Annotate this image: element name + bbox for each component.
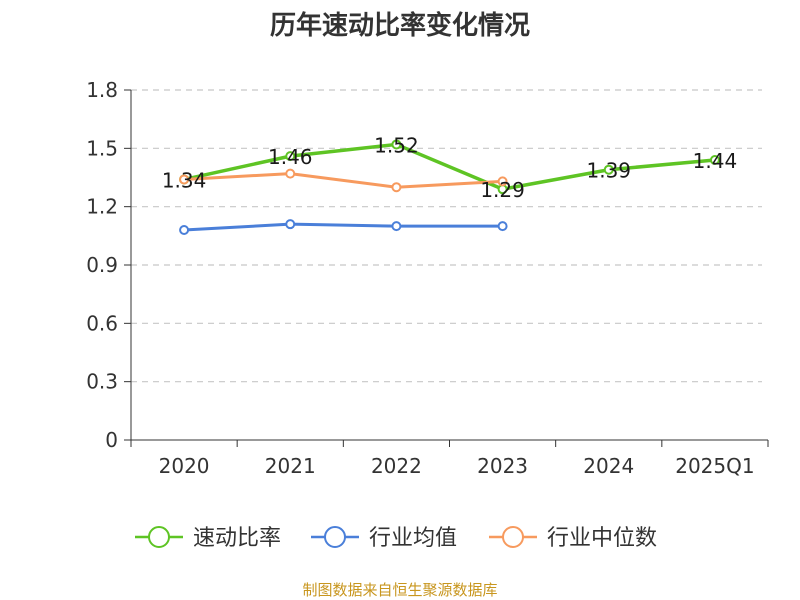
x-tick-label: 2021 <box>265 454 316 478</box>
y-tick-label: 0.3 <box>86 370 118 394</box>
legend-item[interactable]: 速动比率 <box>135 526 281 551</box>
legend[interactable]: 速动比率 行业均值 行业中位数 <box>135 526 657 551</box>
series-line <box>184 222 503 232</box>
y-tick-label: 0 <box>105 428 118 452</box>
data-label: 1.34 <box>162 168 207 192</box>
x-tick-label: 2020 <box>159 454 210 478</box>
x-tick-label: 2025Q1 <box>675 454 754 478</box>
grid-lines <box>131 89 762 383</box>
source-note: 制图数据来自恒生聚源数据库 <box>302 581 497 599</box>
legend-marker <box>148 526 170 548</box>
x-tick-label: 2022 <box>371 454 422 478</box>
legend-item[interactable]: 行业均值 <box>311 526 457 551</box>
legend-label: 速动比率 <box>193 526 281 551</box>
y-tick-label: 0.6 <box>86 311 118 335</box>
series-line <box>184 172 503 189</box>
chart-title: 历年速动比率变化情况 <box>270 10 530 41</box>
data-labels: 1.34 1.46 1.52 1.29 1.39 1.44 <box>162 133 737 202</box>
data-point <box>391 139 402 150</box>
data-label: 1.52 <box>374 133 419 157</box>
series-group <box>179 139 720 235</box>
data-point <box>391 221 402 232</box>
y-tick-label: 0.9 <box>86 253 118 277</box>
legend-item[interactable]: 行业中位数 <box>489 526 657 551</box>
data-point <box>285 219 296 230</box>
data-label: 1.46 <box>268 145 313 169</box>
data-point <box>285 168 296 179</box>
axes: 0 0.3 0.6 0.9 1.2 1.5 1.8 2020 2021 2022 2023 2024 2… <box>86 78 769 478</box>
data-point <box>179 225 190 235</box>
data-point <box>709 155 720 165</box>
data-point <box>603 164 614 175</box>
data-point <box>179 174 190 185</box>
data-point <box>285 151 296 162</box>
data-label: 1.39 <box>586 159 631 183</box>
legend-label: 行业均值 <box>369 526 457 551</box>
data-point <box>497 176 508 187</box>
data-point <box>391 182 402 193</box>
y-tick-label: 1.5 <box>86 136 118 160</box>
legend-marker <box>324 526 346 548</box>
data-label: 1.29 <box>480 178 525 202</box>
data-label: 1.44 <box>693 149 738 173</box>
x-tick-label: 2023 <box>477 454 528 478</box>
data-point <box>497 221 508 232</box>
legend-marker <box>502 526 524 548</box>
y-tick-label: 1.8 <box>86 78 118 102</box>
y-tick-label: 1.2 <box>86 195 118 219</box>
series-line <box>183 142 716 191</box>
x-tick-label: 2024 <box>583 454 634 478</box>
legend-label: 行业中位数 <box>547 526 657 551</box>
